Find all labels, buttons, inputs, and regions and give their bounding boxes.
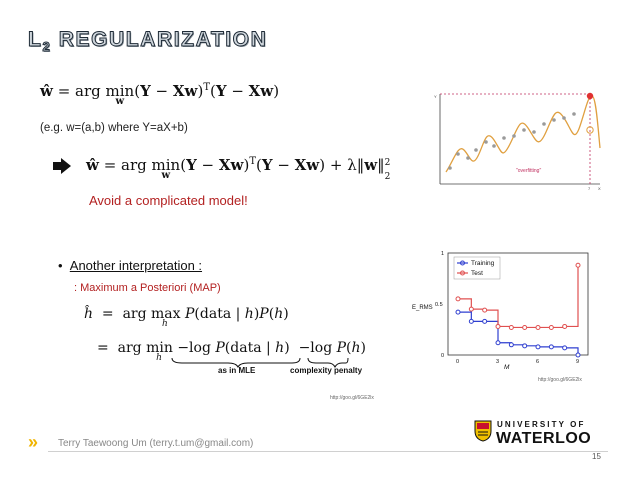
data-point-training [468, 318, 474, 324]
footer-author: Terry Taewoong Um (terry.t.um@gmail.com) [58, 438, 254, 449]
true-point [586, 126, 594, 134]
y-axis-label: Y [434, 94, 437, 99]
data-point-test [455, 296, 461, 302]
data-point-test [482, 307, 488, 313]
y-tick-label: 1 [441, 251, 444, 257]
y-tick-label: 0.5 [435, 302, 443, 308]
data-point-training [508, 342, 514, 348]
x-tick-label: 6 [536, 359, 539, 365]
underbraces [171, 357, 349, 368]
data-point-training [548, 344, 554, 350]
equation-map-1: ĥ = arg max h P(data | h)P(h) [84, 306, 289, 329]
data-point-training [562, 345, 568, 351]
map-text: : Maximum a Posteriori (MAP) [74, 282, 221, 294]
bullet-label: Another interpretation : [69, 258, 203, 273]
chevron-icon: » [28, 432, 39, 452]
label-complexity-penalty: complexity penalty [290, 366, 363, 375]
x-tick-label: 9 [576, 359, 579, 365]
bullet-another-interpretation: • Another interpretation : [58, 258, 203, 273]
data-point-test [522, 324, 528, 330]
data-point-test [548, 324, 554, 330]
avoid-text: Avoid a complicated model! [89, 193, 248, 208]
error-chart: 0 3 6 9 0 0.5 1 Training Test E_RMS M [412, 251, 589, 371]
footer-rule [48, 451, 608, 452]
arrow-right-icon [53, 158, 71, 174]
brace-mle [171, 357, 301, 368]
overfitting-annotation: "overfitting" [516, 168, 541, 174]
data-points [448, 112, 576, 170]
data-point-test [508, 324, 514, 330]
data-point-training [495, 340, 501, 346]
label-as-in-mle: as in MLE [218, 366, 256, 375]
overfitting-plot: "overfitting" Y 7 X [434, 92, 601, 191]
x-tick-label: 3 [496, 359, 499, 365]
university-of-label: UNIVERSITY OF [497, 420, 586, 429]
legend-marker-training [460, 260, 465, 266]
legend-label-test: Test [471, 270, 483, 277]
data-point-training [522, 343, 528, 349]
legend-label-training: Training [471, 260, 495, 267]
data-point-test [535, 324, 541, 330]
equation-map-2: = arg min h −log P(data | h) −log P(h) [97, 340, 367, 363]
brace-penalty [307, 357, 349, 368]
overfit-point [586, 92, 594, 100]
legend-marker-test [460, 270, 465, 276]
data-point-training [455, 309, 461, 315]
data-point-training [482, 318, 488, 324]
data-point-test [562, 323, 568, 329]
url-map: http://goo.gl/6GE2lx [330, 395, 374, 401]
y-axis-title: E_RMS [412, 305, 433, 311]
page-number: 15 [592, 452, 601, 461]
equation-least-squares: ŵ = arg min w (Y − Xw)T(Y − Xw) [40, 82, 280, 107]
waterloo-shield-icon [474, 420, 492, 442]
equation-regularized: ŵ = arg min w (Y − Xw)T(Y − Xw) + λ‖w‖ 2 2 [86, 156, 391, 182]
data-point-training [535, 344, 541, 350]
x-axis-label: X [598, 186, 601, 191]
waterloo-label: WATERLOO [496, 430, 592, 447]
example-text: (e.g. w=(a,b) where Y=aX+b) [40, 122, 188, 134]
url-chart: http://goo.gl/6GE2lx [538, 377, 582, 383]
x-tick-label: 7 [588, 186, 591, 191]
y-tick-label: 0 [441, 353, 444, 359]
slide-title: L2 REGULARIZATION [27, 28, 268, 55]
data-point-test [468, 306, 474, 312]
data-point-test [575, 262, 581, 268]
x-tick-label: 0 [456, 359, 459, 365]
data-point-training [575, 352, 581, 358]
data-point-test [495, 323, 501, 329]
x-axis-title: M [504, 364, 510, 371]
fit-curve [445, 95, 601, 173]
